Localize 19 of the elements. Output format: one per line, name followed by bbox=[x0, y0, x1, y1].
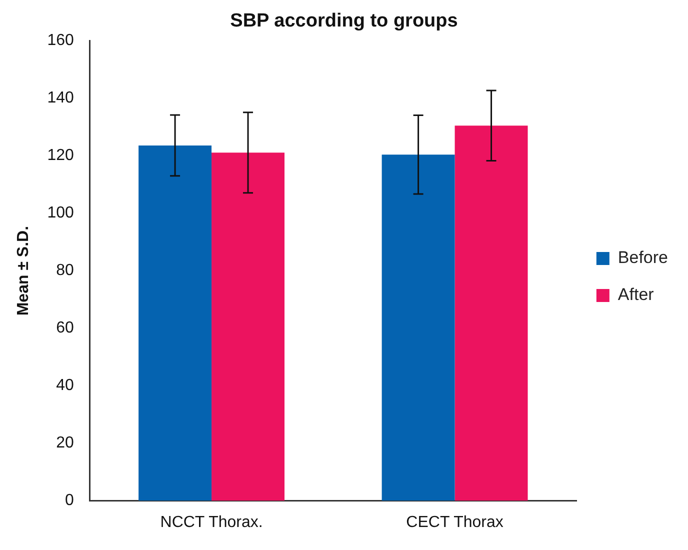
chart-title: SBP according to groups bbox=[230, 10, 458, 32]
y-tick-label: 120 bbox=[47, 147, 74, 164]
y-tick-label: 80 bbox=[56, 262, 74, 280]
x-tick-label: NCCT Thorax. bbox=[160, 514, 263, 531]
y-axis-title: Mean ± S.D. bbox=[15, 226, 32, 316]
x-tick-label: CECT Thorax bbox=[406, 514, 504, 531]
legend-label: After bbox=[618, 285, 654, 304]
y-tick-label: 140 bbox=[47, 90, 74, 107]
y-tick-label: 160 bbox=[47, 32, 74, 50]
y-tick-label: 0 bbox=[64, 492, 74, 510]
bar bbox=[138, 145, 212, 501]
y-tick-label: 40 bbox=[56, 377, 74, 394]
legend-label: Before bbox=[618, 248, 668, 268]
y-tick-label: 60 bbox=[56, 320, 74, 337]
bar bbox=[382, 154, 455, 501]
y-tick-label: 20 bbox=[56, 434, 74, 452]
y-tick-label: 100 bbox=[47, 204, 74, 222]
bar bbox=[454, 126, 528, 501]
bar bbox=[212, 152, 285, 501]
